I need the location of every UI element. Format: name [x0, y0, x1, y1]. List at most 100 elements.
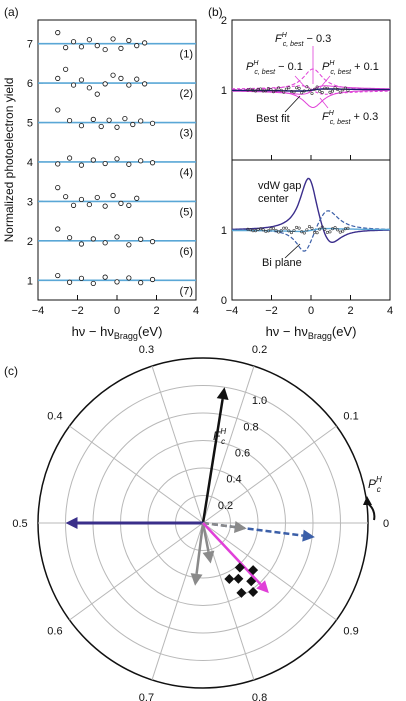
data-point-top — [333, 86, 337, 90]
curve-pc-minus01 — [232, 85, 390, 95]
series-label: (6) — [180, 246, 193, 258]
leader-best-fit — [284, 95, 301, 113]
data-point — [126, 37, 132, 44]
data-point — [126, 242, 132, 248]
data-point-bottom — [287, 229, 291, 233]
angular-tick-label: 0.3 — [139, 344, 154, 356]
polar-spoke — [151, 365, 204, 524]
data-point-bottom — [331, 227, 335, 231]
label-bi-plane: Bi plane — [262, 257, 302, 269]
data-diamond — [233, 573, 244, 584]
data-point — [102, 81, 108, 87]
data-point — [55, 226, 61, 232]
data-point-bottom — [302, 231, 306, 235]
polar-spoke — [202, 425, 337, 524]
data-diamond — [224, 573, 235, 584]
data-point — [114, 124, 120, 130]
data-point-bottom — [248, 228, 252, 232]
data-point — [122, 115, 128, 122]
data-point-top — [251, 88, 255, 92]
series-label: (1) — [180, 49, 193, 61]
x-tick-label: 2 — [347, 305, 353, 317]
leader-pc-minus01 — [294, 75, 307, 89]
y-tick-label: 6 — [27, 78, 33, 90]
data-point-top — [269, 87, 273, 91]
data-point — [86, 201, 92, 208]
data-point-bottom — [295, 225, 299, 229]
data-point — [55, 161, 61, 167]
data-point-top — [266, 87, 270, 91]
data-point — [70, 202, 77, 208]
y-tick-label: 1 — [221, 85, 227, 97]
curve-vdw-gap — [232, 177, 390, 243]
data-point-top — [274, 88, 278, 92]
polar-spoke — [202, 522, 255, 681]
polar-spoke — [202, 522, 337, 621]
data-point — [63, 66, 69, 72]
polar-vectors — [65, 387, 315, 594]
data-point — [55, 272, 61, 279]
data-point-top — [277, 86, 281, 90]
vector-shaft — [202, 522, 262, 586]
data-point — [94, 194, 100, 201]
vector-shaft — [195, 522, 205, 575]
data-point-top — [325, 86, 329, 90]
x-tick-label: −2 — [265, 305, 278, 317]
label-vdw-gap: vdW gap — [258, 180, 301, 192]
data-point — [70, 82, 77, 88]
data-point-top — [254, 89, 258, 93]
data-point — [134, 43, 140, 49]
data-point — [86, 37, 92, 43]
data-point — [67, 279, 73, 285]
data-point — [67, 155, 73, 161]
series-label: (2) — [180, 88, 193, 100]
series-label: (3) — [180, 128, 193, 140]
data-diamond — [246, 576, 257, 587]
data-point-bottom — [315, 231, 319, 235]
data-point — [63, 45, 69, 51]
data-point — [110, 192, 116, 199]
data-point — [126, 275, 132, 281]
data-point-top — [336, 88, 340, 92]
data-point — [102, 203, 108, 209]
axis-label-fc: FH c — [213, 427, 226, 446]
data-point-top — [246, 88, 250, 92]
data-point-bottom — [333, 226, 337, 230]
data-point-bottom — [305, 228, 309, 232]
data-point-top — [264, 89, 268, 93]
data-point-top — [331, 89, 335, 93]
y-tick-label: 3 — [27, 196, 33, 208]
data-point — [126, 202, 132, 208]
label-best-fit: Best fit — [256, 113, 290, 125]
data-point — [118, 45, 124, 51]
data-point-bottom — [325, 230, 329, 234]
data-point-bottom — [259, 227, 263, 231]
data-point — [102, 160, 108, 167]
data-point-bottom — [269, 227, 273, 231]
data-point-bottom — [279, 229, 283, 233]
data-point-top — [287, 86, 291, 90]
radial-tick-label: 0.4 — [226, 474, 241, 486]
x-tick-label: 0 — [308, 305, 314, 317]
leader-bi-plane — [284, 243, 301, 259]
label-vdw-center: center — [258, 193, 289, 205]
data-point — [106, 117, 112, 123]
data-point — [110, 72, 116, 78]
x-tick-label: 4 — [193, 305, 199, 317]
data-point — [134, 195, 140, 201]
vector-shaft — [202, 521, 235, 529]
data-point-bottom — [277, 230, 281, 234]
data-point — [90, 116, 96, 122]
y-tick-label: 5 — [27, 118, 33, 130]
data-point-top — [305, 85, 309, 89]
data-point-bottom — [338, 230, 342, 234]
data-point — [138, 280, 144, 286]
data-point-bottom — [266, 229, 270, 233]
panel-a: −4 −2 0 2 4 1 2 3 4 5 6 7 (1) (2) (3) (4) (5) (6) (7) Nor… — [2, 19, 199, 341]
data-point-bottom — [271, 226, 275, 230]
data-point — [55, 75, 61, 81]
data-point-bottom — [292, 228, 296, 232]
data-point-bottom — [300, 230, 304, 234]
x-tick-label: 2 — [153, 305, 159, 317]
